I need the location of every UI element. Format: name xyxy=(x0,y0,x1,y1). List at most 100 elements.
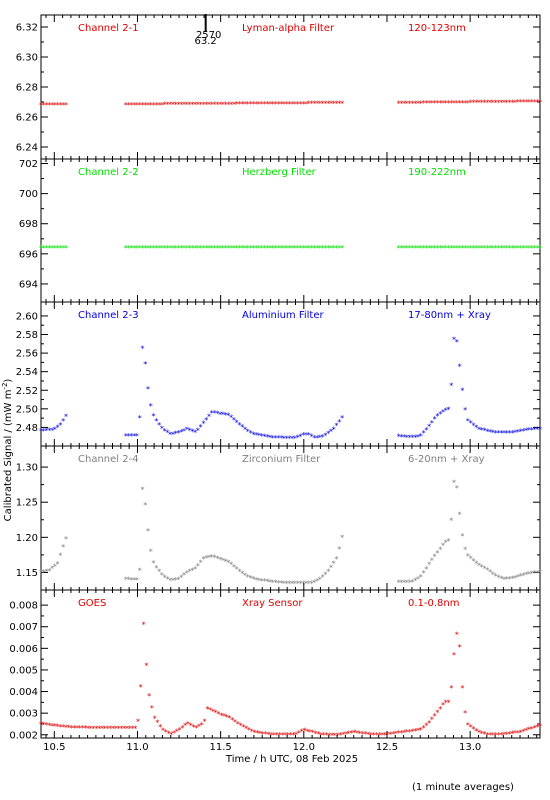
data-point: * xyxy=(419,244,423,253)
data-point: * xyxy=(50,244,54,253)
panel-frame xyxy=(40,589,541,739)
data-point: * xyxy=(92,724,96,733)
y-tick-label: 1.25 xyxy=(16,498,38,509)
data-point: * xyxy=(42,427,46,436)
data-point: * xyxy=(323,100,327,109)
data-point: * xyxy=(201,419,205,428)
data-point: * xyxy=(210,100,214,109)
data-point: * xyxy=(132,244,136,253)
data-point: * xyxy=(246,244,250,253)
data-point: * xyxy=(254,431,258,440)
data-point: * xyxy=(111,724,115,733)
data-point: * xyxy=(427,719,431,728)
data-point: * xyxy=(149,402,153,411)
data-point: * xyxy=(483,244,487,253)
data-point: * xyxy=(449,99,453,108)
data-point: * xyxy=(474,244,478,253)
data-point: * xyxy=(196,562,200,571)
data-point: * xyxy=(191,723,195,732)
data-point: * xyxy=(298,244,302,253)
data-point: * xyxy=(310,244,314,253)
data-point: * xyxy=(397,578,401,587)
data-point: * xyxy=(243,572,247,581)
data-point: * xyxy=(282,579,286,588)
data-point: * xyxy=(310,100,314,109)
data-point: * xyxy=(129,432,133,441)
data-point: * xyxy=(157,244,161,253)
data-point: * xyxy=(494,572,498,581)
data-point: * xyxy=(237,421,241,430)
data-point: * xyxy=(287,244,291,253)
data-point: * xyxy=(254,244,258,253)
data-point: * xyxy=(413,577,417,586)
data-point: * xyxy=(249,574,253,583)
data-point: * xyxy=(45,568,49,577)
data-point: * xyxy=(190,566,194,575)
data-point: * xyxy=(447,405,451,414)
data-point: * xyxy=(352,729,356,738)
data-point: * xyxy=(430,244,434,253)
data-point: * xyxy=(196,101,200,110)
data-point: * xyxy=(458,363,462,372)
y-axis-label-exponent: -2 xyxy=(1,383,9,390)
data-point: * xyxy=(312,434,316,443)
data-point: * xyxy=(327,731,331,740)
data-point: * xyxy=(524,570,528,579)
data-point: * xyxy=(157,101,161,110)
data-point: * xyxy=(519,572,523,581)
data-point: * xyxy=(42,568,46,577)
panel-label-channel: Channel 2-2 xyxy=(78,167,139,178)
data-point: * xyxy=(230,716,234,725)
data-point: * xyxy=(452,651,456,660)
data-point: * xyxy=(449,244,453,253)
data-point: * xyxy=(103,724,107,733)
data-point: * xyxy=(61,244,65,253)
data-point: * xyxy=(408,244,412,253)
data-point: * xyxy=(229,244,233,253)
data-point: * xyxy=(201,555,205,564)
data-point: * xyxy=(424,244,428,253)
data-point: * xyxy=(304,431,308,440)
data-point: * xyxy=(276,244,280,253)
data-point: * xyxy=(53,562,57,571)
event-marker-label-bottom: 63.2 xyxy=(195,36,217,47)
data-point: * xyxy=(433,712,437,721)
data-point: * xyxy=(260,432,264,441)
data-point: * xyxy=(61,723,65,732)
data-point: * xyxy=(530,569,534,578)
panel-label-filter: Aluminium Filter xyxy=(242,310,325,321)
data-point: * xyxy=(182,101,186,110)
data-point: * xyxy=(480,563,484,572)
data-point: * xyxy=(262,244,266,253)
data-point: * xyxy=(265,100,269,109)
data-point: * xyxy=(146,101,150,110)
data-point: * xyxy=(527,726,531,735)
data-point: * xyxy=(374,731,378,740)
data-point: * xyxy=(332,100,336,109)
data-point: * xyxy=(64,244,68,253)
data-point: * xyxy=(444,244,448,253)
data-point: * xyxy=(201,244,205,253)
data-point: * xyxy=(435,412,439,421)
data-point: * xyxy=(463,99,467,108)
data-point: * xyxy=(213,100,217,109)
data-point: * xyxy=(224,100,228,109)
data-point: * xyxy=(207,100,211,109)
data-point: * xyxy=(380,731,384,740)
data-point: * xyxy=(179,428,183,437)
data-point: * xyxy=(143,244,147,253)
data-point: * xyxy=(438,244,442,253)
data-point: * xyxy=(39,720,43,729)
data-point: * xyxy=(405,728,409,737)
data-point: * xyxy=(469,419,473,428)
data-point: * xyxy=(502,429,506,438)
y-tick-label: 1.20 xyxy=(16,533,38,544)
data-point: * xyxy=(83,724,87,733)
data-point: * xyxy=(188,426,192,435)
data-point: * xyxy=(471,99,475,108)
data-point: * xyxy=(460,386,464,395)
data-point: * xyxy=(262,100,266,109)
data-point: * xyxy=(458,510,462,519)
data-point: * xyxy=(174,576,178,585)
